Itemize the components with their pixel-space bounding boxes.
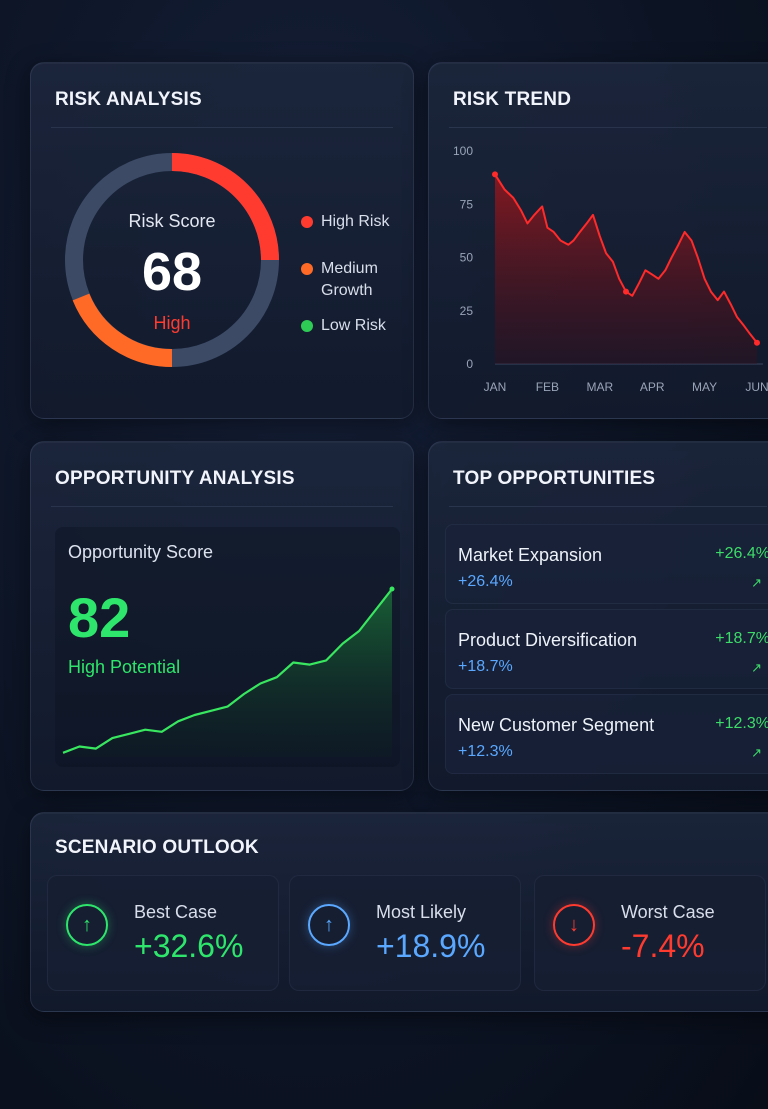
x-tick-label: APR [640,380,665,394]
legend-label: High Risk [321,213,390,230]
x-tick-label: FEB [536,380,559,394]
top-opportunities-panel: TOP OPPORTUNITIES Market Expansion +26.4… [428,441,768,791]
opportunity-score-value: 82 [68,586,131,649]
scenario-outlook-title: SCENARIO OUTLOOK [55,837,259,858]
opportunity-name: Market Expansion [458,545,603,565]
opportunity-sub-value: +12.3% [458,743,513,760]
opportunity-change: +12.3% [715,715,768,732]
scenario-value: +18.9% [376,928,486,964]
trend-up-icon: ↗ [751,745,762,760]
divider [449,127,767,128]
arrow-up-icon: ↑ [308,904,350,946]
divider [51,506,393,507]
scenario-outlook-panel: SCENARIO OUTLOOK ↑ Best Case +32.6% ↑ Mo… [30,812,768,1012]
scenario-card-worst-case[interactable]: ↓ Worst Case -7.4% [534,875,766,991]
gauge-high-segment [171,153,279,261]
risk-trend-point [754,339,760,346]
opportunity-name: Product Diversification [458,630,638,650]
legend-medium-growth: Medium Growth [301,258,391,302]
divider [51,127,393,128]
divider [449,506,767,507]
opportunity-sub-value: +26.4% [458,573,513,590]
legend-dot [301,216,313,228]
opportunity-change: +26.4% [715,545,768,562]
x-tick-label: JAN [484,380,507,394]
scenario-card-best-case[interactable]: ↑ Best Case +32.6% [47,875,279,991]
risk-score-value: 68 [141,242,203,302]
y-tick-label: 50 [460,251,474,265]
top-opportunities-title: TOP OPPORTUNITIES [453,468,656,489]
scenario-label: Worst Case [621,902,715,922]
opportunity-end-point [389,586,395,592]
risk-analysis-title: RISK ANALYSIS [55,89,202,110]
y-tick-label: 0 [466,357,473,371]
scenario-value: -7.4% [621,928,705,964]
legend-low-risk: Low Risk [301,317,386,335]
risk-trend-area [495,174,757,364]
scenario-label: Most Likely [376,902,467,922]
arrow-down-icon: ↓ [553,904,595,946]
opportunity-area [63,589,392,757]
risk-score-label: Risk Score [128,211,216,231]
opportunity-score-label: Opportunity Score [68,542,214,562]
scenario-card-most-likely[interactable]: ↑ Most Likely +18.9% [289,875,521,991]
legend-dot [301,320,313,332]
y-tick-label: 100 [453,144,473,158]
opportunity-chart-card: Opportunity Score 82 High Potential [55,527,400,767]
opportunity-chart [62,586,395,757]
legend-high-risk: High Risk [301,213,389,231]
risk-trend-line [494,173,758,344]
trend-up-icon: ↗ [751,575,762,590]
x-tick-label: MAR [586,380,613,394]
legend-label: Low Risk [321,317,386,334]
arrow-up-icon: ↑ [66,904,108,946]
opportunity-potential: High Potential [68,657,181,677]
risk-trend-point [623,288,629,295]
opportunity-item-product-diversification[interactable]: Product Diversification +18.7% +18.7% ↗ [445,609,768,689]
opportunity-change: +18.7% [715,630,768,647]
risk-level: High [153,313,191,333]
opportunity-name: New Customer Segment [458,715,655,735]
risk-trend-chart: 0 25 50 75 100 JAN FEB MAR APR MAY JUN [453,144,768,394]
risk-analysis-panel: RISK ANALYSIS Risk Score 68 High High Ri… [30,62,414,419]
opportunity-analysis-panel: OPPORTUNITY ANALYSIS Opportunity Score 8… [30,441,414,791]
risk-trend-point [492,171,498,178]
x-tick-label: MAY [692,380,717,394]
y-tick-label: 25 [460,304,474,318]
opportunity-item-new-customer-segment[interactable]: New Customer Segment +12.3% +12.3% ↗ [445,694,768,774]
risk-gauge [65,153,279,368]
risk-trend-panel: RISK TREND 0 25 50 75 100 JAN FEB MAR APR MAY JUN [428,62,768,419]
gauge-medium-segment [72,293,173,368]
trend-up-icon: ↗ [751,660,762,675]
legend-label: Medium Growth [321,260,378,299]
risk-trend-title: RISK TREND [453,89,572,110]
opportunity-line [62,588,393,754]
x-tick-label: JUN [745,380,768,394]
opportunity-sub-value: +18.7% [458,658,513,675]
scenario-label: Best Case [134,902,218,922]
y-tick-label: 75 [460,197,474,211]
opportunity-analysis-title: OPPORTUNITY ANALYSIS [55,468,295,489]
scenario-value: +32.6% [134,928,244,964]
legend-dot [301,263,313,275]
opportunity-item-market-expansion[interactable]: Market Expansion +26.4% +26.4% ↗ [445,524,768,604]
